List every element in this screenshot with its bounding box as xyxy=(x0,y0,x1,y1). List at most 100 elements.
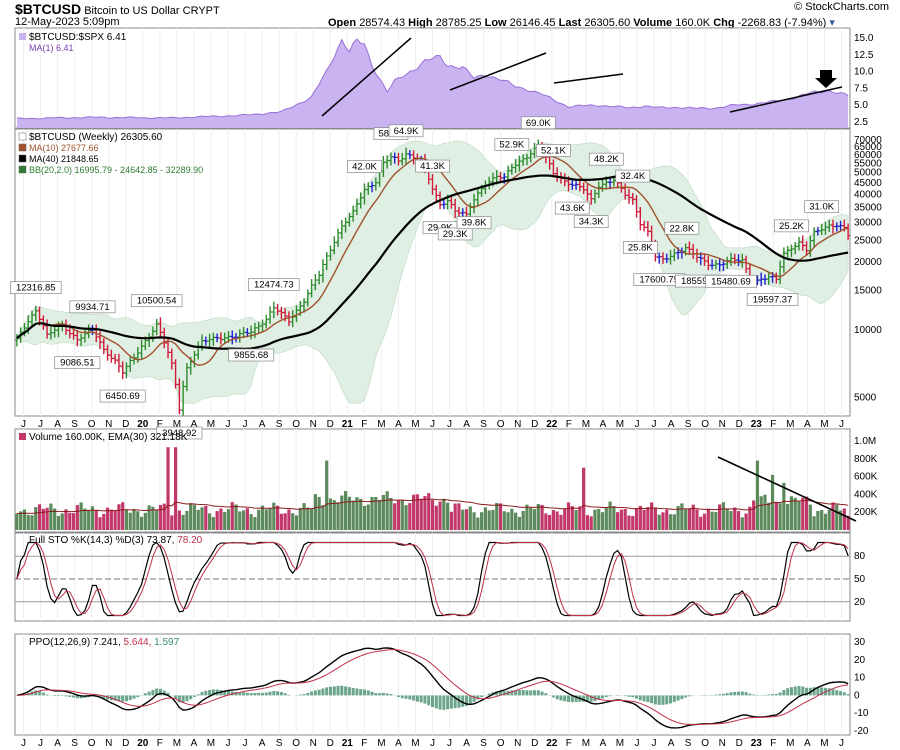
volume-bar xyxy=(668,514,673,530)
ohlc-summary: Open 28574.43 High 28785.25 Low 26146.45… xyxy=(328,17,835,29)
ppo-histogram-bar xyxy=(196,694,200,696)
volume-bar xyxy=(19,511,23,530)
dropdown-icon[interactable]: ▾ xyxy=(829,17,835,29)
ppo-histogram-bar xyxy=(166,692,170,696)
x-axis-label: A xyxy=(668,419,675,430)
price-annotation: 31.0K xyxy=(809,202,834,213)
x-axis-label: D xyxy=(327,419,334,430)
price-bar xyxy=(211,332,216,347)
ppo-histogram-bar xyxy=(487,693,491,696)
price-bar xyxy=(778,260,783,285)
volume-bar xyxy=(642,509,646,530)
ppo-histogram-bar xyxy=(635,695,639,699)
price-bar xyxy=(687,241,692,254)
price-bar xyxy=(362,183,367,205)
price-bar xyxy=(313,274,318,291)
price-bar xyxy=(279,306,284,320)
price-annotation: 18559.15 xyxy=(681,276,721,287)
x-axis-label: N xyxy=(719,738,726,749)
ppo-histogram-bar xyxy=(718,694,722,696)
volume-bar xyxy=(117,504,121,530)
ppo-histogram-bar xyxy=(381,692,385,696)
volume-bar xyxy=(102,513,106,530)
price-bar xyxy=(460,208,465,218)
price-annotation-box xyxy=(494,137,530,151)
price-bar xyxy=(528,149,533,163)
price-bar xyxy=(830,219,835,234)
price-bar xyxy=(373,177,378,191)
volume-bar xyxy=(695,509,699,530)
volume-bar xyxy=(408,503,412,530)
price-bar xyxy=(271,301,276,319)
price-bar xyxy=(120,361,125,380)
price-bar xyxy=(324,252,329,271)
volume-bar xyxy=(506,512,510,530)
volume-bar xyxy=(192,504,197,530)
price-legend-label: BB(20,2.0) 16995.79 - 24642.85 - 32289.9… xyxy=(29,165,203,175)
volume-bar xyxy=(555,511,559,530)
price-bar xyxy=(774,272,779,284)
price-bar xyxy=(158,317,163,338)
x-axis-label: S xyxy=(71,738,78,749)
price-bar xyxy=(592,189,597,204)
volume-bar xyxy=(536,504,540,530)
x-axis-label: 22 xyxy=(546,419,558,430)
price-bar xyxy=(218,332,223,345)
volume-bar xyxy=(619,509,624,530)
x-axis-label: M xyxy=(582,738,590,749)
x-axis-label: S xyxy=(480,419,487,430)
price-annotation-box xyxy=(520,116,556,130)
volume-bar xyxy=(661,512,665,530)
price-bar xyxy=(294,305,299,323)
volume-bar xyxy=(234,504,238,530)
x-axis-label: F xyxy=(157,738,163,749)
price-bar xyxy=(336,228,341,247)
low-value: 26146.45 xyxy=(509,17,556,29)
price-bar xyxy=(846,223,851,240)
price-bar xyxy=(275,303,280,316)
ppo-histogram-bar xyxy=(740,691,744,696)
ppo-histogram-bar xyxy=(585,695,589,702)
ppo-histogram-bar xyxy=(378,693,382,696)
x-axis-label: F xyxy=(770,419,776,430)
ppo-histogram-bar xyxy=(162,690,166,696)
sto-tick-label: 80 xyxy=(854,551,866,562)
ppo-histogram-bar xyxy=(521,690,525,696)
volume-bar xyxy=(763,494,767,530)
ppo-histogram-bar xyxy=(846,694,850,696)
price-annotation: 6450.69 xyxy=(106,391,140,402)
ppo-histogram-bar xyxy=(642,695,646,702)
volume-bar xyxy=(68,512,72,530)
volume-bar xyxy=(245,508,249,530)
price-annotation-box xyxy=(615,169,651,183)
volume-tick-label: 800K xyxy=(854,454,878,465)
volume-bar xyxy=(381,495,385,530)
x-axis-label: D xyxy=(736,419,743,430)
volume-bar xyxy=(321,505,325,530)
ratio-trendline xyxy=(553,73,624,84)
price-bar xyxy=(411,150,416,165)
volume-bar xyxy=(502,511,506,530)
ppo-histogram-bar xyxy=(192,695,196,697)
price-annotation: 25.2K xyxy=(779,221,804,232)
ppo-histogram-bar xyxy=(495,691,499,696)
price-annotation: 15480.69 xyxy=(711,276,751,287)
x-axis-label: 21 xyxy=(342,738,354,749)
volume-bar xyxy=(729,510,733,530)
volume-bar xyxy=(207,513,212,530)
ppo-legend-signal: 5.644, xyxy=(124,637,155,648)
sto-legend-title: Full STO %K(14,3) %D(3) xyxy=(29,535,147,546)
volume-bar xyxy=(464,509,469,530)
volume-bar xyxy=(767,502,771,530)
ppo-histogram-bar xyxy=(793,686,797,696)
ppo-histogram-bar xyxy=(279,692,283,696)
price-bar xyxy=(475,187,480,207)
price-bar xyxy=(305,289,310,307)
ppo-histogram-bar xyxy=(423,695,427,704)
ppo-histogram-bar xyxy=(249,693,253,696)
x-axis-label: M xyxy=(820,419,828,430)
volume-bar xyxy=(816,510,820,530)
volume-bar xyxy=(347,496,351,530)
x-axis-label: A xyxy=(395,419,402,430)
price-bar xyxy=(551,159,556,178)
